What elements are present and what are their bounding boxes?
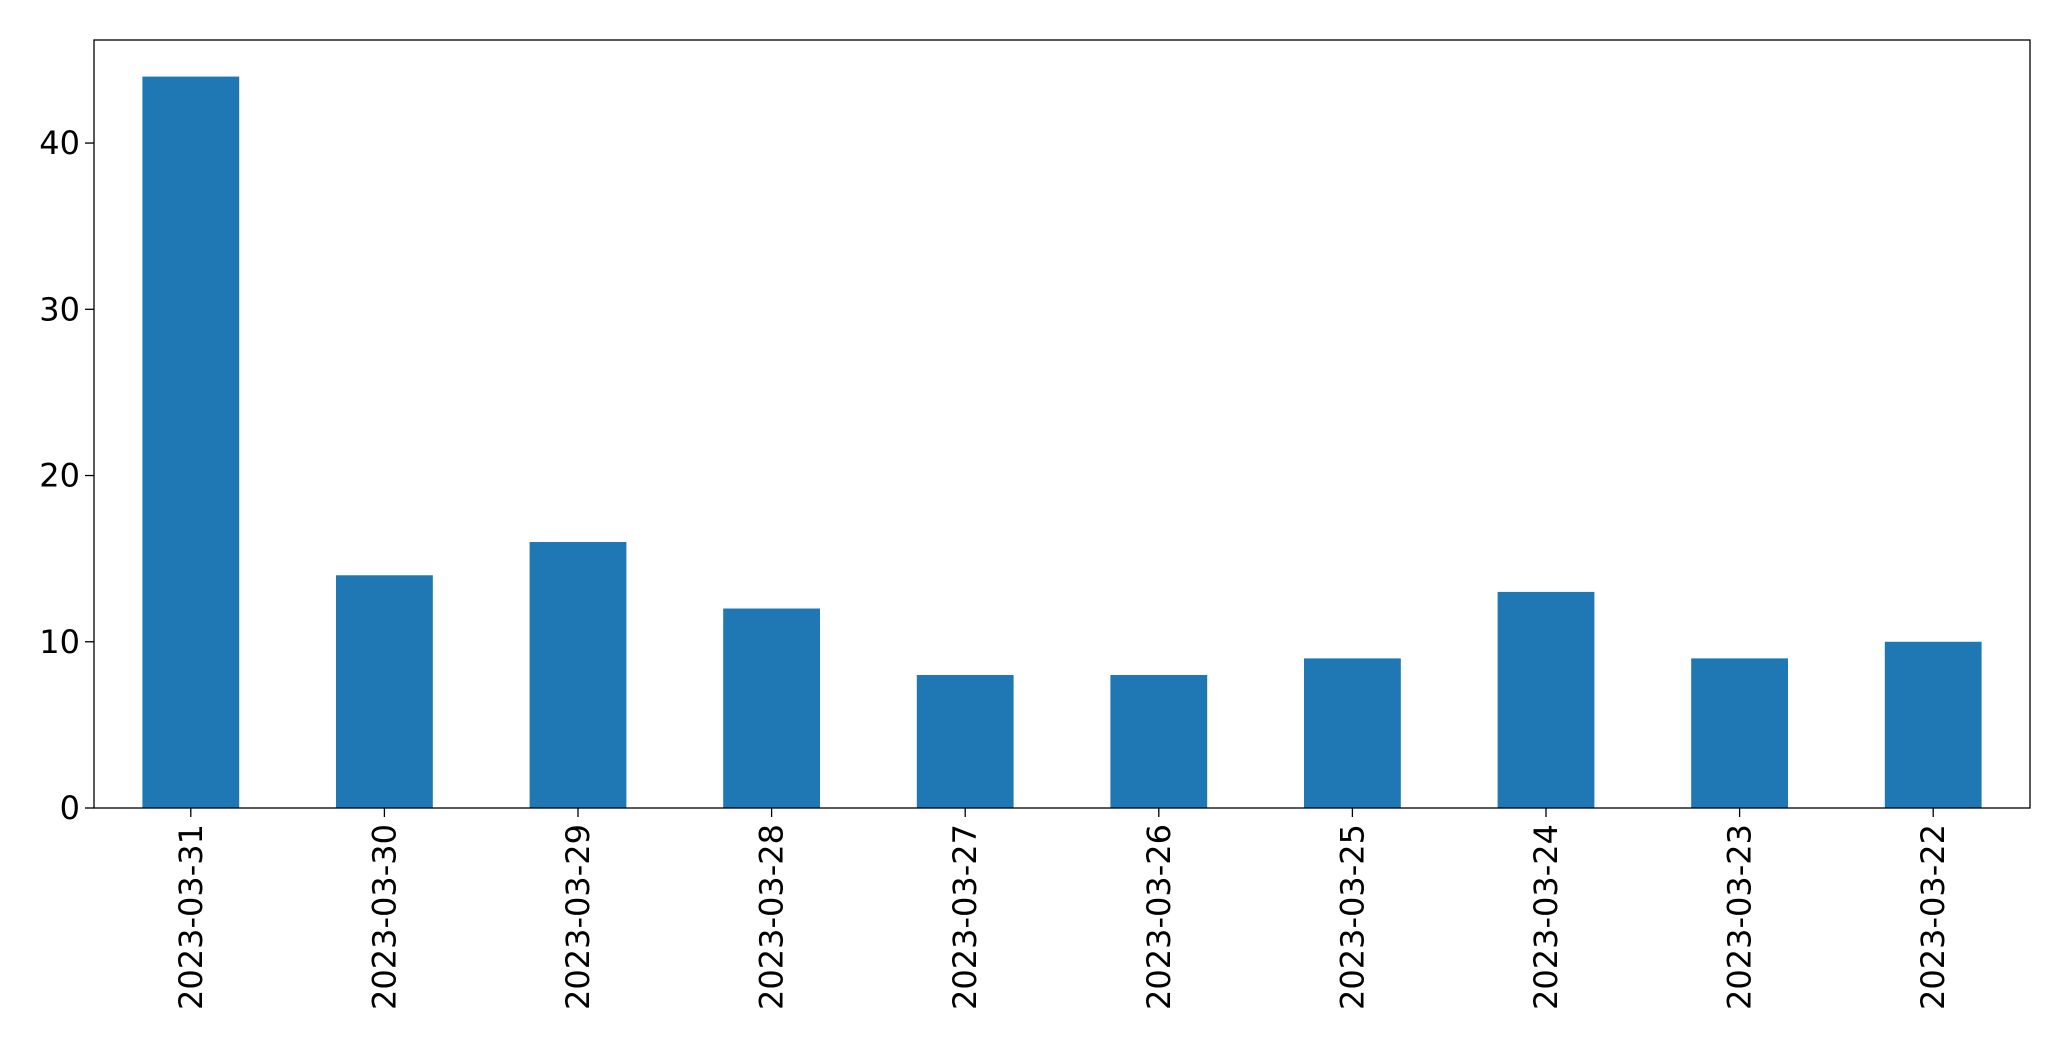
- x-tick-label: 2023-03-23: [1721, 824, 1759, 1010]
- bar: [1110, 675, 1208, 808]
- x-tick-label: 2023-03-28: [753, 824, 791, 1010]
- x-tick-label: 2023-03-27: [946, 824, 984, 1010]
- y-tick-label: 40: [39, 124, 80, 162]
- bar: [916, 675, 1014, 808]
- x-tick-label: 2023-03-30: [365, 824, 403, 1010]
- x-tick-label: 2023-03-22: [1914, 824, 1952, 1010]
- bar: [1884, 641, 1982, 808]
- y-tick-label: 0: [60, 789, 80, 827]
- x-tick-label: 2023-03-26: [1140, 824, 1178, 1010]
- bar: [1691, 658, 1788, 808]
- bar: [336, 575, 433, 808]
- bar: [529, 542, 627, 808]
- x-tick-label: 2023-03-31: [172, 824, 210, 1010]
- y-tick-label: 20: [39, 457, 80, 495]
- y-tick-label: 10: [39, 623, 80, 661]
- bar: [723, 608, 820, 808]
- x-tick-label: 2023-03-24: [1527, 824, 1565, 1010]
- x-tick-label: 2023-03-25: [1333, 824, 1371, 1010]
- x-tick-label: 2023-03-29: [559, 824, 597, 1010]
- bar: [142, 76, 240, 809]
- bar: [1497, 591, 1595, 808]
- y-tick-label: 30: [39, 290, 80, 328]
- bar: [1304, 658, 1401, 808]
- plot-frame: [93, 39, 2031, 809]
